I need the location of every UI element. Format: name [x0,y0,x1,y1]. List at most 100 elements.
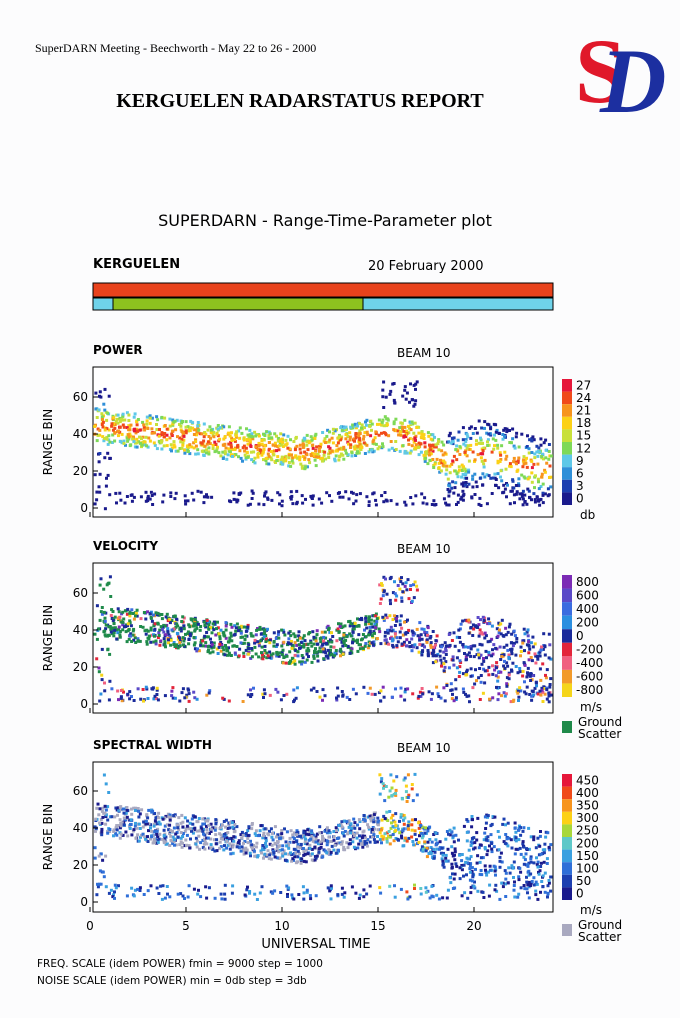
scatter-cell [204,621,208,625]
scatter-cell [419,435,423,439]
scatter-cell [138,827,142,830]
scatter-cell [328,449,332,452]
scatter-cell [267,447,271,451]
scatter-cell [318,444,322,448]
scatter-cell [293,653,297,657]
scatter-cell [364,616,368,620]
scatter-cell [264,844,268,848]
scatter-cell [327,452,331,456]
scatter-cell [322,635,326,639]
scatter-cell [382,835,386,839]
scatter-cell [195,845,199,849]
scatter-cell [300,645,304,648]
scatter-cell [510,669,514,673]
scatter-cell [196,452,200,456]
scatter-cell [209,822,213,826]
scatter-cell [549,843,553,847]
scatter-cell [378,773,382,777]
scatter-cell [269,653,273,657]
scatter-cell [178,843,182,847]
scatter-cell [231,825,235,829]
scatter-cell [517,699,520,702]
scatter-cell [440,461,444,465]
scatter-cell [513,895,517,899]
scatter-cell [127,419,131,422]
scatter-cell [214,443,218,446]
scatter-cell [100,606,104,609]
color-swatch [562,642,572,657]
scatter-cell [157,439,161,443]
scatter-cell [222,437,226,441]
scatter-cell [298,455,302,459]
scatter-cell [418,642,422,646]
scatter-cell [418,621,422,625]
scatter-cell [358,827,362,831]
scatter-cell [335,696,338,700]
scatter-cell [127,428,131,432]
x-axis-label: UNIVERSAL TIME [261,937,370,952]
scatter-cell [240,431,244,435]
scatter-cell [545,688,549,692]
scatter-cell [225,457,229,461]
scatter-cell [106,411,109,415]
scatter-cell [356,846,360,850]
scatter-cell [504,457,508,461]
scatter-cell [163,824,167,828]
scatter-cell [414,382,418,386]
scatter-cell [477,623,481,627]
scatter-cell [431,449,435,453]
scatter-cell [327,440,331,444]
scatter-cell [523,663,527,667]
scatter-cell [174,843,178,847]
scatter-cell [344,448,347,452]
scatter-cell [261,657,265,661]
scatter-cell [473,427,477,430]
scatter-cell [222,820,226,823]
scatter-cell [452,663,456,667]
scatter-cell [325,826,329,830]
scatter-cell [504,882,507,886]
scatter-cell [544,830,548,834]
scatter-cell [180,446,184,450]
scatter-cell [549,693,553,697]
scatter-cell [179,638,183,642]
scatter-cell [233,823,237,826]
scatter-cell [120,699,124,703]
scatter-cell [491,664,494,668]
scatter-cell [219,833,223,837]
scatter-cell [385,840,389,844]
scatter-cell [171,686,175,690]
scatter-cell [237,626,241,630]
scatter-cell [512,460,516,464]
scatter-cell [204,885,208,889]
y-tick-label: 60 [73,390,88,404]
scatter-cell [281,854,285,858]
scatter-cell [381,782,385,786]
scatter-cell [493,869,497,873]
scatter-cell [238,647,242,651]
scatter-cell [477,419,481,423]
scatter-cell [293,855,297,859]
scatter-cell [503,694,507,698]
x-tick-label: 15 [370,919,385,933]
scatter-cell [281,836,285,840]
scatter-cell [141,825,145,829]
scatter-cell [517,482,521,486]
scatter-cell [230,453,233,457]
scatter-cell [497,848,501,852]
scatter-cell [367,622,371,626]
scatter-cell [348,698,352,701]
scatter-cell [525,502,529,506]
scatter-cell [222,835,226,839]
scatter-cell [276,632,280,636]
scatter-cell [473,682,477,686]
scatter-cell [257,434,261,438]
data-scatter [93,772,553,901]
scatter-cell [253,430,257,434]
scatter-cell [107,625,111,629]
scatter-cell [172,839,176,843]
scatter-cell [242,625,246,629]
scatter-cell [438,847,441,851]
scatter-cell [102,875,106,879]
scatter-cell [264,836,268,840]
